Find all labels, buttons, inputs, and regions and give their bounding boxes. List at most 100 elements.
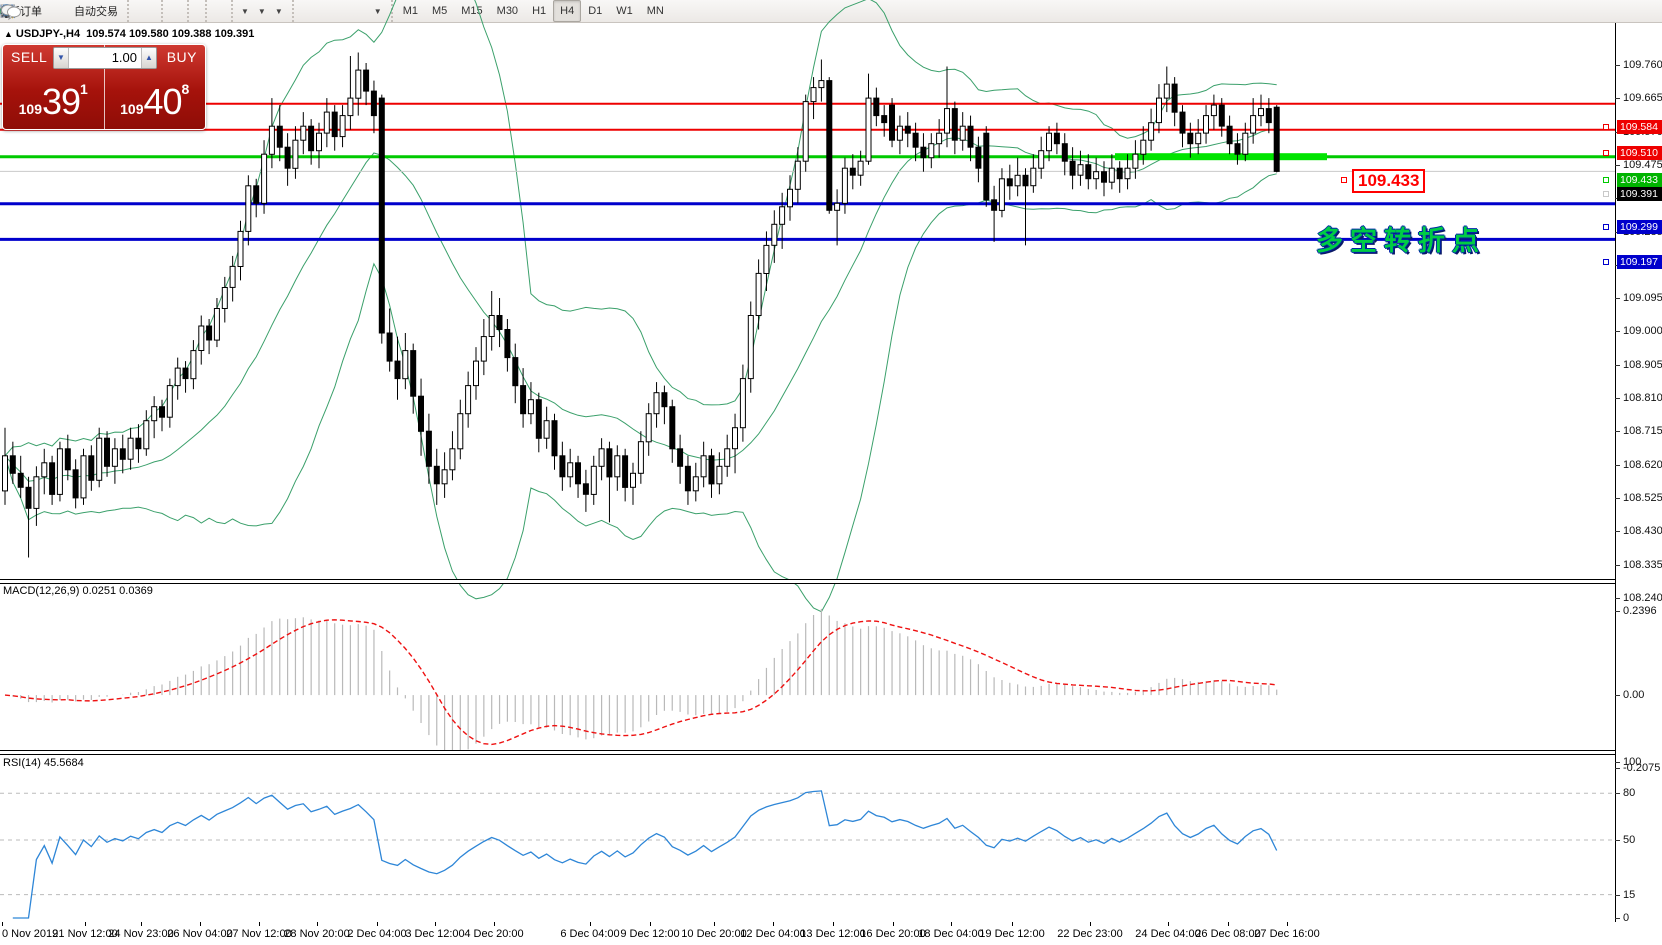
- rsi-pane[interactable]: [0, 753, 1615, 922]
- candle-body: [370, 90, 377, 117]
- pane-separator[interactable]: [0, 579, 1615, 584]
- time-axis-label: 22 Dec 23:00: [1057, 928, 1123, 940]
- search-button[interactable]: [1, 0, 1649, 22]
- timeframe-button-M1[interactable]: M1: [402, 5, 418, 17]
- price-tick-label: 108.715: [1623, 425, 1662, 437]
- candle-body: [402, 350, 409, 380]
- pane-separator[interactable]: [0, 750, 1615, 755]
- macd-tick-label: 0.2396: [1623, 605, 1657, 617]
- candle-body: [159, 406, 165, 418]
- vertical-line-button[interactable]: [5, 0, 321, 22]
- candle-body: [991, 199, 998, 211]
- label-button[interactable]: T: [0, 0, 369, 22]
- candle-body: [190, 350, 197, 380]
- main-chart-pane[interactable]: [0, 0, 1615, 613]
- annotation-text[interactable]: 多空转折点: [1316, 226, 1486, 256]
- bar-chart-button[interactable]: [1, 0, 140, 22]
- candle-body: [606, 448, 613, 478]
- timeframe-button-D1[interactable]: D1: [588, 5, 603, 17]
- crosshair-button[interactable]: [1, 0, 313, 22]
- periods-button[interactable]: ▼: [1, 0, 270, 22]
- buy-panel[interactable]: BUY 109408: [105, 45, 206, 129]
- candle-body: [386, 332, 393, 362]
- price-tick-label: 109.000: [1623, 325, 1662, 337]
- candle-body: [488, 315, 495, 337]
- timeframe-button-MN[interactable]: MN: [646, 5, 664, 17]
- comments-button[interactable]: [1, 0, 1657, 22]
- candle-body: [1156, 97, 1162, 124]
- timeframe-button-M30[interactable]: M30: [496, 5, 519, 17]
- thick-support-segment[interactable]: [1115, 153, 1327, 161]
- gold-button[interactable]: [0, 0, 54, 22]
- candle-body: [567, 462, 574, 478]
- price-axis-border: [1615, 23, 1616, 922]
- candle-body: [1022, 174, 1029, 187]
- zoom-out-button[interactable]: [1, 0, 182, 22]
- sell-button[interactable]: SELL: [11, 49, 48, 65]
- timeframe-button-M15[interactable]: M15: [461, 5, 483, 17]
- rsi-tick-mark: [1615, 762, 1620, 763]
- price-line-floating-label[interactable]: 109.433: [1352, 169, 1426, 193]
- candle-body: [496, 315, 503, 330]
- fibonacci-button[interactable]: F: [1, 0, 353, 22]
- candle-body: [967, 125, 974, 148]
- candle-body: [151, 406, 158, 422]
- sell-panel[interactable]: SELL 109391: [3, 45, 105, 129]
- candle-body: [951, 108, 958, 141]
- auto-trading-button[interactable]: 自动交易: [0, 0, 122, 22]
- timeframe-button-M5[interactable]: M5: [431, 5, 448, 17]
- arrows-button[interactable]: ▼: [2, 0, 386, 22]
- candle-chart-button[interactable]: [1, 0, 148, 22]
- candle-body: [747, 315, 754, 380]
- signal-button[interactable]: [0, 0, 70, 22]
- candle-body: [1242, 132, 1249, 155]
- candle-body: [857, 160, 864, 176]
- macd-label: MACD(12,26,9) 0.0251 0.0369: [3, 585, 153, 597]
- candle-body: [213, 308, 220, 341]
- volume-value[interactable]: 1.00: [69, 48, 141, 68]
- volume-increase-button[interactable]: ▲: [141, 48, 156, 68]
- chart-shift-button[interactable]: [2, 0, 226, 22]
- timeframe-button-W1[interactable]: W1: [616, 5, 633, 17]
- candle-body: [669, 406, 676, 450]
- autoscroll-button[interactable]: [1, 0, 218, 22]
- line-chart-button[interactable]: [0, 0, 156, 22]
- candle-body: [1234, 143, 1241, 155]
- cursor-button[interactable]: [4, 0, 305, 22]
- horizontal-line-button[interactable]: [1, 0, 329, 22]
- price-tick-label: 108.905: [1623, 359, 1662, 371]
- templates-button[interactable]: ▼: [0, 0, 287, 22]
- bollinger-middle: [4, 128, 1277, 482]
- candle-body: [794, 160, 801, 190]
- indicators-add-button[interactable]: ▼: [0, 0, 253, 22]
- candle-body: [896, 125, 903, 141]
- timeframe-button-H4[interactable]: H4: [553, 0, 582, 22]
- candle-body: [25, 486, 32, 509]
- price-tick-mark: [1615, 165, 1620, 166]
- candle-body: [127, 437, 134, 460]
- candle-body: [575, 462, 581, 485]
- candle-body: [418, 395, 424, 432]
- candle-body: [229, 265, 236, 288]
- candle-body: [104, 437, 110, 467]
- candle-body: [119, 448, 126, 460]
- timeframe-button-H1[interactable]: H1: [532, 5, 547, 17]
- channel-button[interactable]: E: [0, 0, 345, 22]
- candle-body: [543, 420, 550, 439]
- volume-decrease-button[interactable]: ▼: [54, 48, 69, 68]
- market-watch-button[interactable]: [0, 0, 62, 22]
- macd-signal-line: [4, 619, 1277, 746]
- zoom-in-button[interactable]: [1, 0, 174, 22]
- candle-body: [1187, 132, 1194, 145]
- time-tick-mark: [590, 922, 591, 926]
- macd-pane[interactable]: [0, 582, 1615, 755]
- candle-body: [17, 472, 24, 488]
- tile-windows-button[interactable]: [1, 0, 200, 22]
- trendline-button[interactable]: [1, 0, 337, 22]
- text-button[interactable]: A: [2, 0, 361, 22]
- candle-body: [677, 448, 684, 467]
- rsi-tick-mark: [1615, 895, 1620, 896]
- candle-body: [849, 167, 856, 176]
- buy-button[interactable]: BUY: [166, 49, 197, 65]
- toolbar-group-right: [1, 0, 1660, 22]
